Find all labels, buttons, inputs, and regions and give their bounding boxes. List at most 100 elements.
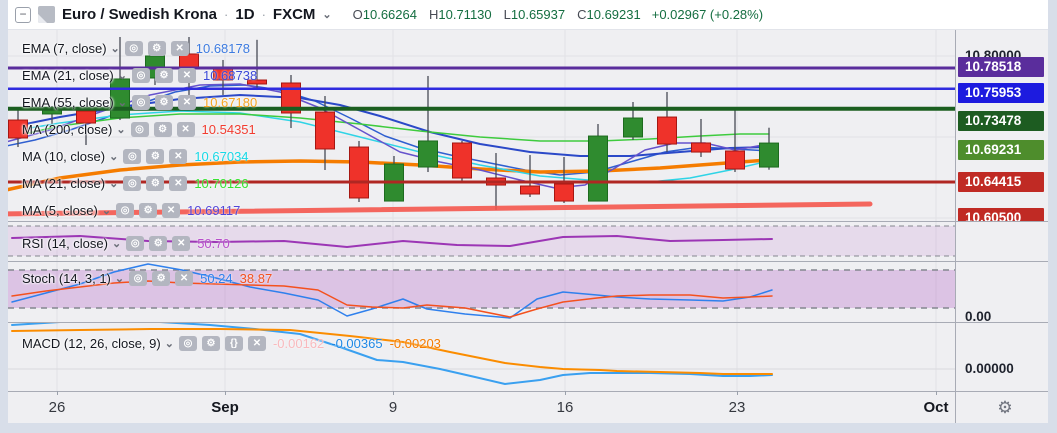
gear-icon[interactable]: ⚙ — [146, 148, 165, 164]
close-icon[interactable]: ✕ — [175, 270, 194, 286]
gear-icon[interactable]: ⚙ — [154, 67, 173, 83]
chevron-down-icon[interactable]: ⌄ — [116, 123, 126, 136]
price-axis-tick: 0.00 — [965, 309, 992, 322]
eye-icon[interactable]: ◎ — [130, 121, 149, 137]
time-axis[interactable]: 26 Sep 9 16 23 Oct — [8, 391, 955, 423]
close-icon[interactable]: ✕ — [170, 40, 189, 56]
indicator-rows: EMA (7, close) ⌄ ◎ ⚙ ✕ 10.68178 EMA (21, close… — [8, 0, 955, 423]
settings-gear-icon[interactable]: ⚙ — [997, 398, 1013, 417]
indicator-row: EMA (21, close) ⌄ ◎ ⚙ ✕ 10.68738 — [22, 67, 257, 83]
indicator-label: EMA (21, close) — [22, 67, 114, 83]
indicator-row: EMA (7, close) ⌄ ◎ ⚙ ✕ 10.68178 — [22, 40, 250, 56]
ohlc-item: O10.66264 — [352, 7, 417, 22]
indicator-label: MA (10, close) — [22, 148, 106, 164]
chevron-down-icon[interactable]: ⌄ — [110, 42, 120, 55]
price-axis-macd[interactable]: 0.00000 — [955, 322, 1048, 391]
pane-separator — [8, 391, 1048, 392]
close-icon[interactable]: ✕ — [176, 121, 195, 137]
collapse-button[interactable]: − — [15, 6, 31, 23]
gear-icon[interactable]: ⚙ — [201, 335, 220, 351]
price-axis-main[interactable]: 10.80000 10.78518 10.75953 10.73478 10.69231… — [955, 30, 1048, 221]
indicator-value: 10.67180 — [202, 94, 258, 110]
title-separator: · — [261, 7, 266, 22]
chevron-down-icon[interactable]: ⌄ — [114, 272, 125, 285]
chevron-down-icon[interactable]: ⌄ — [164, 337, 174, 350]
price-axis-rsi[interactable] — [955, 221, 1048, 261]
indicator-row: MA (10, close) ⌄ ◎ ⚙ ✕ 10.67034 — [22, 148, 249, 164]
gear-icon[interactable]: ⚙ — [139, 202, 158, 218]
eye-icon[interactable]: ◎ — [124, 40, 143, 56]
chevron-down-icon[interactable]: ⌄ — [117, 69, 127, 82]
braces-icon[interactable]: {} — [224, 335, 243, 351]
provider-logo-icon: ◣ — [38, 6, 55, 23]
indicator-row: MACD (12, 26, close, 9) ⌄ ◎ ⚙{} ✕ -0.00162 -0.… — [22, 335, 441, 351]
ohlc-item: L10.65937 — [503, 7, 566, 22]
indicator-value: 10.69117 — [187, 202, 241, 218]
gear-icon[interactable]: ⚙ — [149, 235, 168, 251]
close-icon[interactable]: ✕ — [169, 148, 188, 164]
price-label: 10.78518 — [958, 57, 1044, 77]
indicator-label: MACD (12, 26, close, 9) — [22, 335, 161, 351]
title-separator: · — [224, 7, 229, 22]
indicator-value: 10.70126 — [194, 175, 249, 191]
time-axis-label: 26 — [48, 399, 66, 416]
gear-icon[interactable]: ⚙ — [154, 94, 173, 110]
indicator-label: MA (21, close) — [22, 175, 106, 191]
indicator-value: 10.67034 — [194, 148, 249, 164]
indicator-label: EMA (55, close) — [22, 94, 114, 110]
indicator-value: 50.70 — [197, 235, 230, 251]
close-icon[interactable]: ✕ — [177, 67, 196, 83]
ohlc-readout: O10.66264 H10.71130 L10.65937 C10.69231 — [353, 7, 641, 22]
gear-icon[interactable]: ⚙ — [147, 40, 166, 56]
close-icon[interactable]: ✕ — [172, 235, 191, 251]
close-icon[interactable]: ✕ — [162, 202, 181, 218]
provider-label[interactable]: FXCM — [272, 6, 316, 23]
chevron-down-icon[interactable]: ⌄ — [109, 150, 119, 163]
eye-icon[interactable]: ◎ — [178, 335, 197, 351]
indicator-row: MA (200, close) ⌄ ◎ ⚙ ✕ 10.54351 — [22, 121, 256, 137]
indicator-row: MA (5, close) ⌄ ◎ ⚙ ✕ 10.69117 — [22, 202, 240, 218]
chevron-down-icon[interactable]: ⌄ — [111, 237, 122, 250]
eye-icon[interactable]: ◎ — [123, 148, 142, 164]
close-icon[interactable]: ✕ — [247, 335, 266, 351]
candlestick-series — [8, 37, 779, 211]
time-axis-tick — [936, 391, 937, 395]
pane-separator[interactable] — [8, 322, 1048, 323]
indicator-label: MA (5, close) — [22, 202, 98, 218]
time-axis-tick — [565, 391, 566, 395]
eye-icon[interactable]: ◎ — [126, 235, 145, 251]
chevron-down-icon[interactable]: ⌄ — [117, 96, 127, 109]
eye-icon[interactable]: ◎ — [129, 270, 148, 286]
interval-label[interactable]: 1D — [235, 6, 255, 23]
chevron-down-icon[interactable]: ⌄ — [109, 177, 119, 190]
eye-icon[interactable]: ◎ — [116, 202, 135, 218]
close-icon[interactable]: ✕ — [169, 175, 188, 191]
indicator-value: -0.00365 — [331, 335, 383, 351]
price-label: 10.75953 — [958, 83, 1044, 103]
gear-icon[interactable]: ⚙ — [152, 270, 171, 286]
eye-icon[interactable]: ◎ — [123, 175, 142, 191]
time-axis-label: 23 — [728, 399, 746, 416]
indicator-value: -0.00203 — [389, 335, 441, 351]
indicator-row: RSI (14, close) ⌄ ◎ ⚙ ✕ 50.70 — [22, 235, 230, 251]
symbol-title[interactable]: Euro / Swedish Krona — [62, 6, 218, 23]
gear-icon[interactable]: ⚙ — [153, 121, 172, 137]
gear-icon[interactable]: ⚙ — [146, 175, 165, 191]
indicator-row: MA (21, close) ⌄ ◎ ⚙ ✕ 10.70126 — [22, 175, 249, 191]
time-axis-label: 16 — [556, 399, 574, 416]
chevron-down-icon[interactable]: ⌄ — [322, 9, 332, 21]
eye-icon[interactable]: ◎ — [131, 67, 150, 83]
price-axis-stoch[interactable]: 0.00 — [955, 261, 1048, 322]
drawing-lines — [8, 66, 955, 217]
indicator-label: Stoch (14, 3, 1) — [22, 270, 111, 286]
chevron-down-icon[interactable]: ⌄ — [101, 204, 112, 217]
time-axis-tick — [57, 391, 58, 395]
pane-separator[interactable] — [8, 221, 1048, 222]
pane-separator[interactable] — [8, 261, 1048, 262]
indicator-value: 50.24 — [200, 270, 233, 286]
ohlc-item: C10.69231 — [577, 7, 641, 22]
indicator-row: EMA (55, close) ⌄ ◎ ⚙ ✕ 10.67180 — [22, 94, 257, 110]
price-change: +0.02967 (+0.28%) — [651, 7, 764, 22]
close-icon[interactable]: ✕ — [177, 94, 196, 110]
eye-icon[interactable]: ◎ — [131, 94, 150, 110]
